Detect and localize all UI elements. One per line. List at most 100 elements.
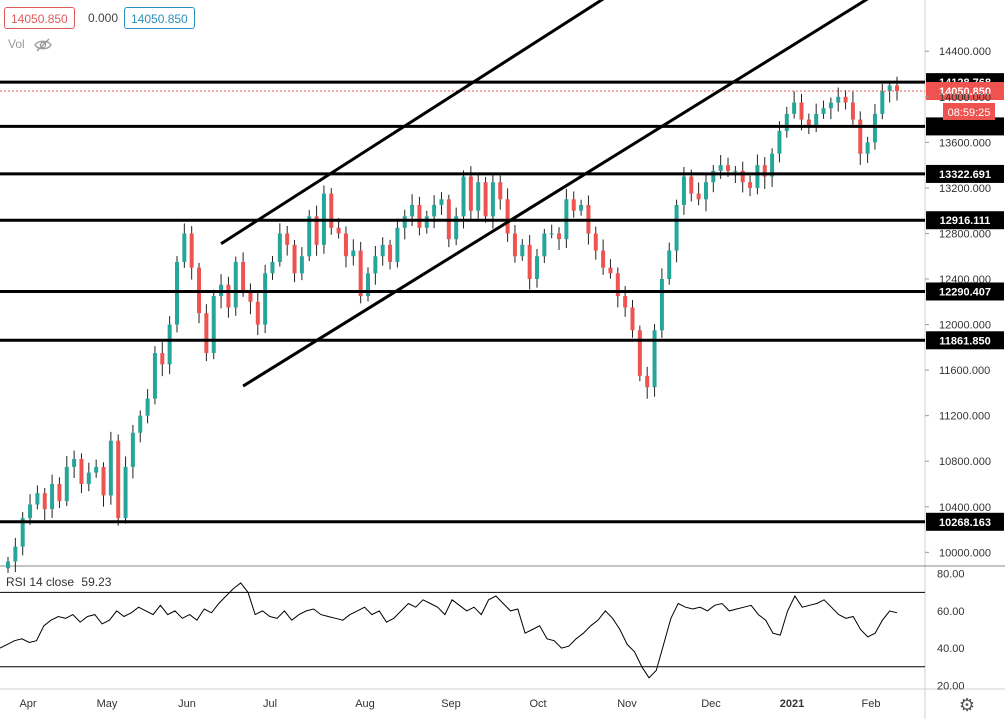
candle-body [270, 261, 275, 274]
candle-body [865, 142, 870, 154]
candle-body [770, 153, 775, 177]
candle-body [542, 233, 547, 257]
candle-body [887, 85, 892, 92]
candle-body [233, 261, 238, 308]
candle-body [645, 375, 650, 388]
candle-body [174, 261, 179, 325]
candle-body [248, 290, 253, 302]
candle-body [50, 484, 55, 510]
candle-body [432, 204, 437, 217]
candles [6, 76, 899, 573]
candle-body [667, 250, 672, 280]
candle-body [483, 182, 488, 217]
candle-body [241, 261, 246, 291]
candle-body [740, 170, 745, 183]
candle-body [718, 165, 723, 171]
price-tick-label: 11600.000 [939, 365, 990, 377]
channel-lines [220, 0, 869, 388]
level-label-box [926, 117, 1004, 136]
candle-body [733, 170, 738, 172]
candle-body [527, 244, 532, 280]
candle-body [557, 233, 562, 240]
candle-body [263, 273, 268, 325]
time-tick-label: Feb [862, 698, 881, 710]
price-tick-label: 12000.000 [939, 320, 991, 332]
candle-body [329, 193, 334, 228]
candle-body [211, 296, 216, 354]
price-tick-label: 11200.000 [939, 411, 990, 423]
candle-body [681, 176, 686, 205]
candle-body [388, 244, 393, 262]
time-tick-label: Jun [178, 698, 196, 710]
candle-body [505, 199, 510, 234]
candle-body [101, 466, 106, 496]
candle-body [468, 176, 473, 211]
time-tick-label: Apr [19, 698, 36, 710]
countdown-box [943, 103, 995, 121]
time-tick-label: Oct [529, 698, 546, 710]
candle-body [366, 273, 371, 297]
channel-line [242, 0, 869, 388]
candle-body [630, 307, 635, 331]
time-axis: Apr May Jun Jul Aug Sep Oct Nov Dec 2021 Feb [19, 698, 880, 710]
rsi-title: RSI 14 close [6, 575, 75, 589]
candle-body [850, 102, 855, 120]
time-tick-label: Nov [617, 698, 637, 710]
level-label: 12290.407 [939, 286, 991, 298]
candle-body [762, 165, 767, 177]
candle-body [380, 244, 385, 257]
candle-body [674, 204, 679, 251]
candle-body [792, 102, 797, 114]
last-price-box [926, 82, 1004, 101]
level-label-box [926, 282, 1004, 301]
candle-body [799, 102, 804, 120]
vol-label: Vol [8, 37, 25, 51]
candle-body [703, 182, 708, 200]
candle-body [20, 518, 25, 547]
candle-body [226, 284, 231, 308]
channel-line [220, 0, 605, 245]
rsi-tick-label: 80.00 [937, 569, 965, 581]
candle-body [64, 466, 69, 502]
candle-body [314, 216, 319, 245]
candle-body [138, 415, 143, 433]
candle-body [285, 233, 290, 245]
candle-body [608, 267, 613, 274]
candle-body [880, 91, 885, 114]
candle-body [814, 113, 819, 126]
gear-icon[interactable]: ⚙ [958, 695, 976, 715]
price-tick-label: 10400.000 [939, 502, 991, 514]
candle-body [461, 176, 466, 217]
candle-body [299, 256, 304, 274]
rsi-legend: RSI 14 close 59.23 [6, 575, 115, 589]
candle-body [86, 472, 91, 485]
candle-body [872, 113, 877, 143]
candle-body [689, 176, 694, 194]
countdown-label: 08:59:25 [948, 107, 991, 119]
price-tick-label: 12800.000 [939, 228, 991, 240]
rsi-tick-label: 40.00 [937, 643, 965, 655]
candle-body [417, 204, 422, 228]
candle-body [784, 113, 789, 131]
price-tick-label: 10000.000 [939, 547, 991, 559]
candle-body [351, 250, 356, 257]
price-axis: 14400.000 14000.000 13600.000 13200.000 1280… [925, 46, 991, 559]
rsi-tick-label: 60.00 [937, 606, 965, 618]
eye-off-icon[interactable] [34, 37, 52, 53]
time-tick-label: Dec [701, 698, 721, 710]
price-tick-label: 13200.000 [939, 183, 991, 195]
candle-body [652, 330, 657, 388]
change-value: 0.000 [88, 7, 119, 29]
candle-body [711, 170, 716, 183]
price-badge-right: 14050.850 [124, 7, 195, 29]
candle-body [307, 216, 312, 257]
candle-body [659, 279, 664, 331]
candle-body [439, 199, 444, 205]
time-tick-label: Jul [263, 698, 277, 710]
candle-body [579, 204, 584, 211]
candle-body [498, 182, 503, 200]
candle-body [152, 353, 157, 399]
candle-body [116, 440, 121, 519]
